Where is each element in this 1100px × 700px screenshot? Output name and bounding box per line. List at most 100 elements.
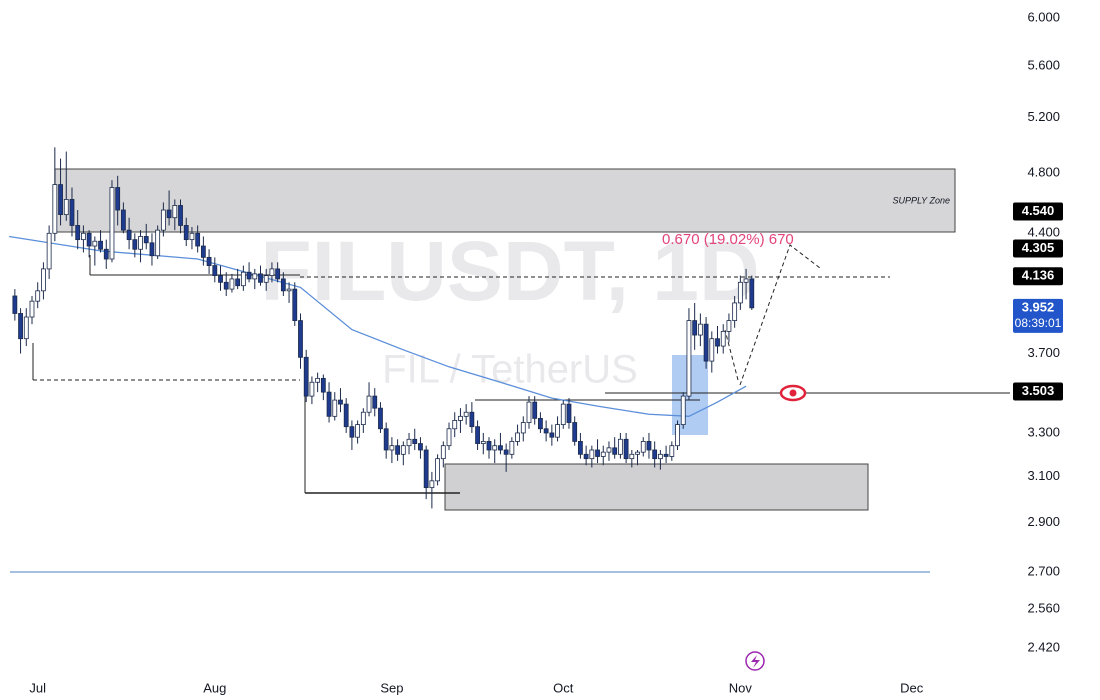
candle-body [143, 236, 149, 244]
candle-body [458, 415, 463, 421]
y-tick-label: 2.900 [1027, 514, 1060, 529]
x-tick-label: Oct [553, 680, 574, 695]
candle-body [343, 403, 349, 428]
candle-body [115, 187, 121, 211]
watermark-sub: FIL / TetherUS [382, 348, 638, 392]
candle-body [218, 275, 223, 283]
candle-body [132, 239, 138, 250]
candle-body [212, 265, 218, 276]
price-tag-label: 4.540 [1022, 203, 1055, 218]
price-tag-label: 4.136 [1022, 268, 1055, 283]
price-tag-label: 3.952 [1022, 299, 1055, 314]
candle-body [332, 399, 338, 417]
candle-body [178, 205, 183, 226]
drawings [10, 244, 1010, 573]
candle-body [41, 268, 46, 292]
candle-body [469, 411, 475, 428]
supply-zone [54, 168, 956, 233]
candle-body [75, 225, 81, 241]
candle-body [578, 441, 583, 455]
candle-body [46, 232, 52, 270]
candle-body [726, 320, 732, 332]
candle-body [252, 273, 258, 280]
candle-body [149, 242, 155, 257]
candle-body [355, 424, 361, 438]
candle-body [617, 438, 623, 455]
y-tick-label: 4.800 [1027, 164, 1060, 179]
candle-body [320, 377, 326, 393]
candle-body [686, 320, 692, 397]
y-tick-label: 3.700 [1027, 345, 1060, 360]
candle-body [126, 229, 132, 241]
candle-body [235, 278, 241, 287]
candle-body [503, 449, 509, 455]
candle-body [657, 453, 663, 460]
y-tick-label: 5.200 [1027, 109, 1060, 124]
y-tick-label: 2.560 [1027, 601, 1060, 616]
candle-body [663, 453, 669, 457]
x-tick-label: Aug [203, 680, 226, 695]
price-tag-label: 4.305 [1022, 240, 1055, 255]
candle-body [538, 417, 543, 430]
price-tag [1013, 239, 1063, 258]
candle-body [526, 401, 532, 423]
y-tick-label: 4.400 [1027, 225, 1060, 240]
candle-body [280, 278, 286, 292]
candle-body [446, 428, 452, 447]
candle-body [720, 331, 726, 347]
measure-label: 0.670 (19.02%) 670 [662, 231, 794, 248]
candle-body [229, 278, 235, 290]
y-tick-label: 2.420 [1027, 640, 1060, 655]
candle-body [275, 268, 281, 280]
candle-body [172, 205, 178, 219]
candle-body [263, 275, 269, 283]
candle-body [703, 323, 709, 362]
price-tag-countdown: 08:39:01 [1015, 316, 1062, 330]
candle-body [743, 278, 749, 283]
candle-body [400, 445, 406, 455]
price-tag [1013, 267, 1063, 286]
watermark: FILUSDT, 1D [260, 224, 759, 318]
candle-body [629, 453, 635, 460]
candle-body [69, 199, 75, 226]
price-tag [1013, 202, 1063, 221]
candle-body [732, 302, 738, 321]
candle-body [338, 399, 343, 405]
candle-body [635, 451, 640, 455]
alert-icon[interactable] [745, 651, 765, 671]
candle-body [452, 420, 458, 430]
candle-body [138, 236, 143, 250]
candle-body [18, 313, 23, 340]
candle-body [709, 338, 715, 362]
demand-zone [444, 463, 869, 511]
eye-icon [779, 384, 807, 402]
candle-body [595, 449, 600, 457]
candle-body [223, 281, 229, 290]
y-tick-label: 5.600 [1027, 57, 1060, 72]
candle-body [492, 445, 498, 451]
price-tag-label: 3.503 [1022, 383, 1055, 398]
candle-body [623, 438, 629, 460]
candle-body [52, 184, 58, 234]
candle-body [395, 445, 401, 455]
candle-body [183, 225, 189, 241]
candle-body [98, 240, 103, 250]
candle-body [555, 424, 560, 438]
candle-body [515, 432, 520, 442]
price-tag [1013, 298, 1063, 333]
candle-body [292, 288, 298, 321]
candle-body [206, 256, 212, 266]
candle-body [652, 449, 658, 460]
candle-body [423, 449, 429, 489]
candle-body [418, 443, 423, 451]
candle-body [189, 232, 195, 241]
candle-body [378, 407, 383, 430]
candle-body [23, 316, 29, 340]
candle-body [58, 184, 63, 216]
candle-body [612, 447, 618, 455]
candle-body [498, 445, 503, 451]
candle-body [86, 232, 92, 247]
candle-body [549, 432, 555, 438]
candle-body [440, 445, 446, 460]
